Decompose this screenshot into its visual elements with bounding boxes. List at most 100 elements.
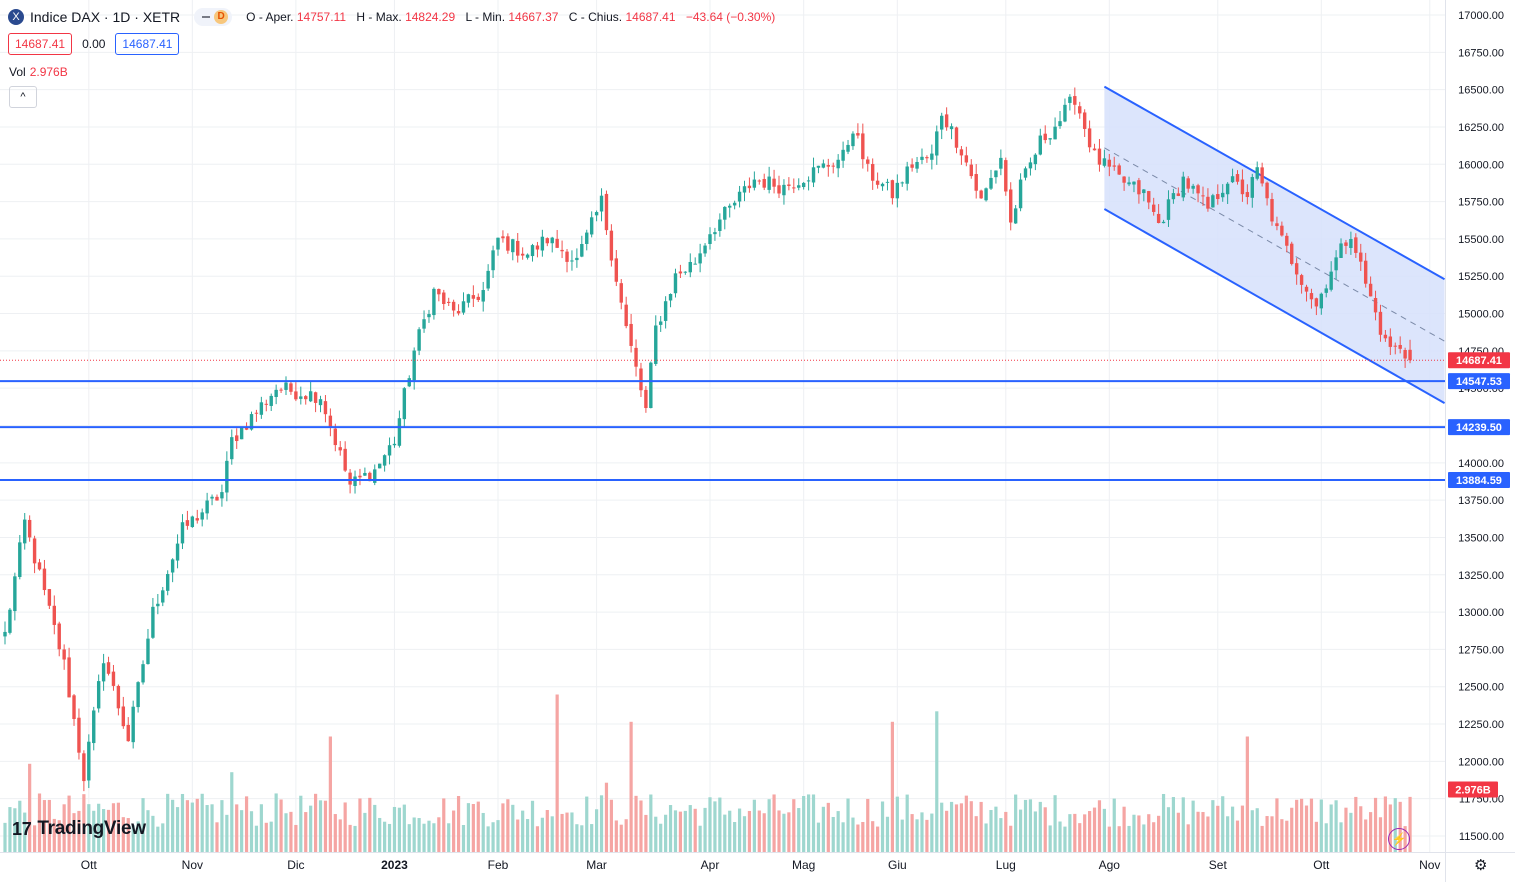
candle-body [220, 492, 224, 499]
candle-body [762, 178, 766, 188]
candle-body [752, 179, 757, 188]
price-tick-label: 12250.00 [1458, 719, 1504, 731]
close-value: 14687.41 [625, 10, 676, 24]
volume-bar [402, 804, 406, 852]
volume-bar [959, 803, 964, 852]
candle-body [841, 149, 845, 161]
price-tick-label: 15500.00 [1458, 234, 1504, 246]
volume-bar [1073, 813, 1077, 852]
volume-bar [1295, 799, 1299, 852]
volume-bar [1290, 807, 1294, 852]
price-tick-label: 13250.00 [1458, 570, 1504, 582]
collapse-legend-button[interactable]: ^ [9, 86, 37, 108]
candle-body [47, 589, 52, 606]
volume-bar [146, 810, 150, 852]
candle-body [693, 263, 697, 265]
candle-body [826, 165, 831, 167]
volume-bar [1230, 806, 1235, 852]
sell-price-button[interactable]: 14687.41 [8, 33, 73, 55]
volume-bar [259, 804, 263, 852]
candle-body [368, 472, 372, 482]
volume-bar [1329, 804, 1333, 852]
market-status-pill[interactable]: D [194, 8, 233, 26]
candle-body [1112, 165, 1116, 167]
volume-bar [131, 825, 135, 852]
regression-channel[interactable] [1103, 85, 1446, 404]
volume-bars [3, 694, 1412, 852]
lightning-icon[interactable]: ⚡ [1388, 828, 1410, 850]
candle-body [1216, 194, 1220, 200]
price-tick-label: 13750.00 [1458, 495, 1504, 507]
symbol-title[interactable]: Indice DAX · 1D · XETR [30, 9, 181, 25]
tradingview-logo[interactable]: 17 TradingView [12, 818, 146, 840]
open-label: O - Aper. [246, 10, 294, 24]
candle-body [658, 321, 663, 325]
time-axis[interactable]: Ott Nov Dic 2023 Feb Mar Apr Mag Giu Lug Ago Set Ott… [81, 858, 1441, 872]
volume-bar [116, 802, 120, 852]
candle-body [885, 181, 890, 183]
volume-bar [378, 817, 382, 852]
candle-body [32, 538, 37, 564]
candle-body [619, 283, 623, 303]
price-axis[interactable]: 11500.0011750.0012000.0012250.0012500.00… [1448, 10, 1510, 843]
volume-bar [949, 801, 954, 852]
candle-body [811, 167, 816, 183]
candle-body [141, 664, 145, 683]
candle-body [1260, 167, 1264, 184]
time-tick-label: Giu [888, 858, 907, 872]
candle-body [1151, 204, 1156, 212]
volume-bar [1240, 805, 1245, 852]
volume-bar [1018, 809, 1023, 852]
candle-body [323, 401, 328, 415]
candle-body [333, 428, 338, 446]
candle-body [634, 347, 638, 367]
candle-body [1107, 159, 1112, 167]
buy-price-button[interactable]: 14687.41 [115, 33, 180, 55]
price-tick-label: 15750.00 [1458, 197, 1504, 209]
ohlc-legend: O - Aper. 14757.11 H - Max. 14824.29 L -… [246, 10, 782, 24]
volume-bar [32, 825, 37, 852]
volume-bar [185, 800, 190, 852]
tradingview-name: TradingView [37, 818, 146, 839]
time-tick-label: Set [1209, 858, 1228, 872]
candle-body [984, 188, 988, 201]
volume-bar [333, 814, 337, 852]
gear-icon[interactable]: ⚙ [1474, 857, 1488, 874]
volume-bar [1339, 822, 1343, 852]
volume-bar [1142, 824, 1146, 852]
volume-bar [1216, 805, 1220, 852]
volume-value: 2.976B [29, 65, 68, 79]
candle-body [1368, 283, 1373, 297]
candle-body [1053, 126, 1057, 140]
change-value: −43.64 (−0.30%) [685, 10, 776, 24]
volume-bar [885, 816, 890, 852]
candle-body [1339, 243, 1343, 258]
candle-body [1004, 160, 1008, 192]
candle-body [1393, 345, 1397, 347]
volume-bar [205, 805, 209, 852]
candle-body [1225, 183, 1230, 195]
support-levels[interactable] [0, 359, 1445, 482]
candle-body [304, 396, 308, 400]
candle-body [1117, 165, 1121, 175]
volume-bar [693, 808, 697, 852]
candle-body [1009, 189, 1013, 223]
volume-bar [343, 802, 347, 852]
volume-bar [1196, 811, 1200, 852]
open-value: 14757.11 [296, 10, 347, 24]
candle-body [37, 562, 42, 570]
candle-body [560, 249, 564, 252]
candle-body [175, 543, 180, 561]
volume-bar [580, 825, 584, 852]
candle-body [412, 350, 416, 381]
volume-bar [220, 800, 224, 852]
volume-bar [969, 801, 973, 852]
volume-bar [289, 811, 293, 852]
volume-bar [501, 803, 505, 852]
volume-bar [1206, 816, 1210, 852]
candle-body [461, 301, 466, 313]
candle-body [447, 301, 451, 303]
candle-body [1176, 193, 1181, 196]
candle-body [1142, 189, 1146, 194]
